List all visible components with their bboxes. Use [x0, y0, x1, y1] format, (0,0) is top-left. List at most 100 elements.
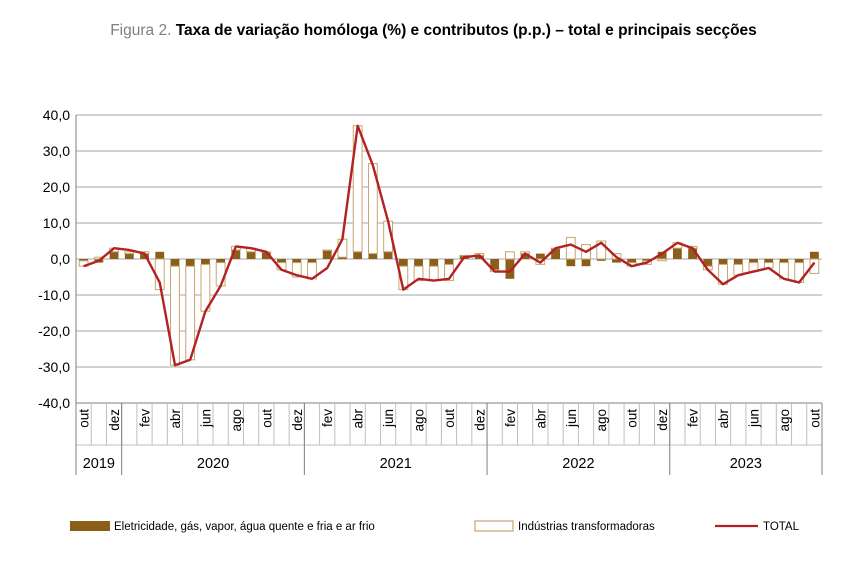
bar-electricity	[170, 259, 180, 267]
legend-item-total: TOTAL	[715, 521, 800, 533]
legend-item-electricity: Eletricidade, gás, vapor, água quente e …	[70, 521, 375, 533]
x-tick-label: jun	[564, 409, 579, 428]
y-tick-label: -30,0	[38, 359, 70, 375]
x-year-label: 2019	[83, 456, 115, 472]
bar-electricity	[535, 253, 545, 259]
bar-manufacturing	[322, 249, 333, 251]
bar-electricity	[277, 259, 286, 263]
bar-electricity	[779, 259, 789, 263]
bar-electricity	[124, 253, 134, 259]
bar-electricity	[322, 250, 332, 259]
bar-manufacturing	[809, 258, 820, 274]
bar-electricity	[185, 259, 195, 267]
bar-electricity	[657, 251, 667, 259]
bar-electricity	[581, 259, 591, 267]
legend-label-total: TOTAL	[763, 521, 800, 533]
x-year-label: 2020	[197, 456, 229, 472]
legend-item-manufacturing: Indústrias transformadoras	[474, 520, 655, 533]
bar-manufacturing	[185, 265, 196, 361]
bar-electricity	[718, 259, 728, 265]
bar-electricity	[642, 259, 652, 261]
bar-manufacturing	[504, 251, 515, 260]
bar-electricity	[794, 259, 804, 263]
x-tick-label: ago	[594, 409, 609, 432]
bar-electricity	[764, 259, 774, 263]
bar-electricity	[307, 259, 317, 263]
bar-manufacturing	[337, 238, 348, 258]
series-electricity-bars	[79, 248, 819, 279]
x-year-label: 2022	[562, 456, 594, 472]
x-tick-label: out	[442, 409, 457, 428]
bar-electricity	[109, 251, 119, 259]
bar-electricity	[140, 253, 149, 259]
bar-electricity	[383, 251, 393, 259]
x-axis: out dez fev abr jun ago out dez fev abr jun ago out d…	[75, 402, 823, 475]
x-tick-label: fev	[320, 409, 335, 427]
legend-swatch-manufacturing	[474, 520, 514, 532]
bar-electricity	[809, 251, 819, 259]
y-axis: 40,0 30,0 20,0 10,0 0,0 -10,0 -20,0 -30,0 -40,0	[38, 107, 77, 411]
bar-electricity	[155, 251, 165, 259]
x-tick-label: jun	[746, 409, 761, 428]
bar-manufacturing	[565, 236, 576, 260]
bar-electricity	[353, 251, 363, 259]
total-line	[83, 124, 816, 367]
x-tick-label: ago	[412, 409, 427, 432]
x-tick-label: abr	[168, 408, 183, 428]
x-tick-label: out	[259, 409, 274, 428]
x-tick-label: fev	[686, 409, 701, 427]
bar-electricity	[612, 259, 621, 263]
bar-electricity	[414, 259, 423, 267]
x-tick-label: out	[77, 409, 92, 428]
y-tick-label: -10,0	[38, 287, 70, 303]
x-tick-label: dez	[655, 409, 670, 431]
series-manufacturing-bars	[78, 125, 820, 366]
bar-electricity	[338, 257, 347, 259]
bar-manufacturing	[124, 251, 135, 255]
x-tick-label: dez	[290, 409, 305, 431]
x-tick-label: abr	[716, 408, 731, 428]
x-tick-label: fev	[503, 409, 518, 427]
bar-electricity	[261, 251, 271, 259]
bar-manufacturing	[596, 240, 607, 260]
bar-electricity	[231, 250, 241, 259]
bar-electricity	[688, 248, 698, 259]
bar-manufacturing	[413, 265, 424, 282]
x-tick-label: dez	[107, 409, 122, 431]
x-tick-label: out	[807, 409, 822, 428]
bar-electricity	[520, 253, 530, 259]
x-tick-label: out	[625, 409, 640, 428]
bar-electricity	[216, 259, 226, 263]
x-year-label: 2021	[380, 456, 412, 472]
x-tick-label: jun	[198, 409, 213, 428]
bar-electricity	[246, 251, 256, 259]
bar-electricity	[444, 259, 454, 265]
bar-electricity	[475, 255, 484, 259]
bar-electricity	[627, 259, 637, 263]
legend: Eletricidade, gás, vapor, água quente e …	[70, 520, 800, 533]
legend-label-manufacturing: Indústrias transformadoras	[518, 521, 655, 533]
y-tick-label: 20,0	[43, 179, 70, 195]
x-year-label: 2023	[730, 456, 762, 472]
y-tick-label: 0,0	[51, 251, 71, 267]
y-tick-label: 30,0	[43, 143, 70, 159]
bar-electricity	[200, 259, 210, 265]
bar-electricity	[703, 259, 713, 267]
bar-manufacturing	[428, 265, 439, 282]
y-tick-label: -40,0	[38, 395, 70, 411]
x-tick-label: ago	[229, 409, 244, 432]
bar-manufacturing	[657, 258, 668, 262]
legend-label-electricity: Eletricidade, gás, vapor, água quente e …	[114, 521, 375, 533]
bar-electricity	[398, 259, 408, 267]
x-tick-label: ago	[777, 409, 792, 432]
bar-electricity	[505, 259, 515, 279]
y-tick-label: 40,0	[43, 107, 70, 123]
x-tick-label: dez	[472, 409, 487, 431]
legend-swatch-electricity	[70, 521, 110, 531]
bar-electricity	[672, 248, 682, 259]
bar-electricity	[733, 259, 743, 265]
y-tick-label: 10,0	[43, 215, 70, 231]
series-total-line	[83, 124, 816, 367]
bar-electricity	[429, 259, 439, 267]
